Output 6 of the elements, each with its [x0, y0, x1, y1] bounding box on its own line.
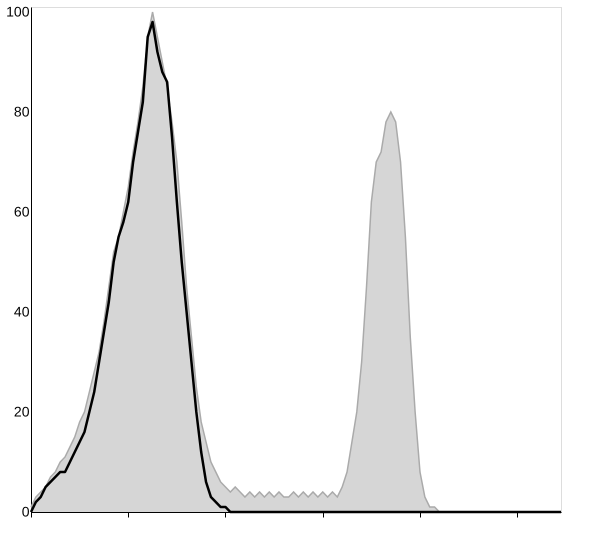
y-tick-label: 60: [14, 204, 30, 220]
y-tick-label: 40: [14, 304, 30, 320]
y-tick-label: 80: [14, 104, 30, 120]
y-tick-label: 100: [6, 4, 30, 20]
y-tick-label: 0: [22, 504, 30, 520]
y-tick-label: 20: [14, 404, 30, 420]
